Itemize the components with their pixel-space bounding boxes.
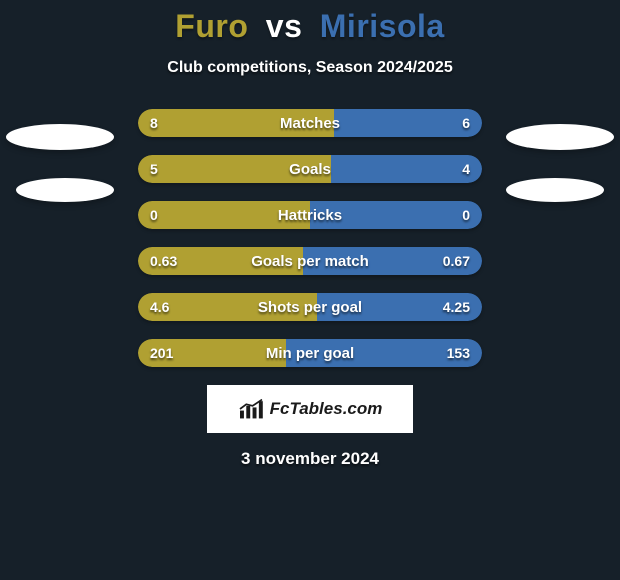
stat-bar: 86Matches	[138, 109, 482, 137]
chart-icon	[238, 398, 264, 420]
stat-bar: 201153Min per goal	[138, 339, 482, 367]
bar-right-fill	[310, 201, 482, 229]
bar-left-fill	[138, 109, 334, 137]
logo-text: FcTables.com	[270, 399, 383, 419]
bar-right-fill	[303, 247, 482, 275]
page-title: Furo vs Mirisola	[0, 8, 620, 45]
bar-left-fill	[138, 339, 286, 367]
player2-club-placeholder	[506, 178, 604, 202]
bar-left-fill	[138, 155, 331, 183]
bar-right-fill	[317, 293, 482, 321]
bar-right-fill	[334, 109, 482, 137]
player1-avatar-placeholder	[6, 124, 114, 150]
bar-left-fill	[138, 201, 310, 229]
bar-right-fill	[331, 155, 482, 183]
stat-bar: 4.64.25Shots per goal	[138, 293, 482, 321]
stat-bar: 54Goals	[138, 155, 482, 183]
subtitle: Club competitions, Season 2024/2025	[0, 59, 620, 77]
stat-bar: 00Hattricks	[138, 201, 482, 229]
vs-text: vs	[266, 8, 303, 44]
source-logo: FcTables.com	[207, 385, 413, 433]
player1-club-placeholder	[16, 178, 114, 202]
bar-right-fill	[286, 339, 482, 367]
player2-name: Mirisola	[320, 8, 445, 44]
player1-name: Furo	[175, 8, 248, 44]
date: 3 november 2024	[0, 449, 620, 469]
comparison-infographic: Furo vs Mirisola Club competitions, Seas…	[0, 0, 620, 580]
bar-left-fill	[138, 293, 317, 321]
bar-left-fill	[138, 247, 303, 275]
stat-bar: 0.630.67Goals per match	[138, 247, 482, 275]
player2-avatar-placeholder	[506, 124, 614, 150]
stat-bars: 86Matches 54Goals 00Hattricks 0.630.67Goals…	[138, 109, 482, 367]
